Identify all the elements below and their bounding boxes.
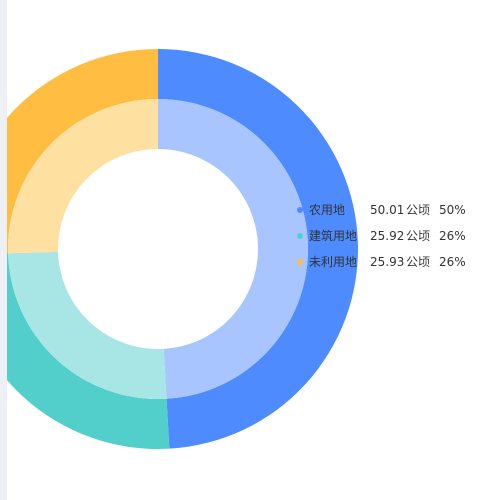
- legend-unit: 公顷: [406, 255, 431, 269]
- donut-chart: [7, 49, 358, 449]
- outer-slice-0[interactable]: [158, 49, 358, 449]
- chart-panel: 农用地 50.01 公顷 50% 建筑用地 25.92 公顷 26% 未利用地 …: [7, 0, 500, 500]
- legend-unit: 公顷: [406, 203, 431, 217]
- legend-dot: [297, 233, 303, 239]
- legend-percent: 26%: [439, 229, 466, 243]
- inner-slice-1[interactable]: [8, 251, 167, 399]
- outer-slice-2[interactable]: [7, 49, 158, 255]
- legend-dot: [297, 207, 303, 213]
- inner-slice-0[interactable]: [158, 99, 308, 399]
- legend-percent: 26%: [439, 255, 466, 269]
- left-gutter: [0, 0, 7, 500]
- legend-value: 25.93: [370, 255, 405, 269]
- outer-slice-1[interactable]: [7, 253, 170, 449]
- inner-ring: [8, 99, 308, 399]
- legend-dot: [297, 259, 303, 265]
- legend-label: 未利用地: [309, 255, 358, 269]
- legend-percent: 50%: [439, 203, 466, 217]
- legend-label: 农用地: [309, 203, 346, 217]
- legend-value: 25.92: [370, 229, 405, 243]
- outer-ring: [7, 49, 358, 449]
- legend-value: 50.01: [370, 203, 405, 217]
- legend-label: 建筑用地: [309, 229, 358, 243]
- inner-slice-2[interactable]: [8, 99, 158, 254]
- legend-unit: 公顷: [406, 229, 431, 243]
